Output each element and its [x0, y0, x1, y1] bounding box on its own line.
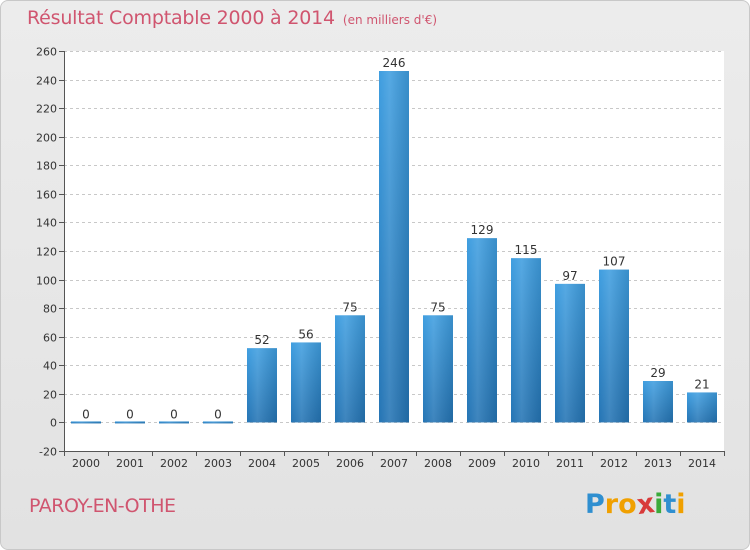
bars: [71, 71, 717, 424]
y-tick-label: 80: [43, 303, 57, 316]
chart-title-text: Résultat Comptable 2000 à 2014: [27, 7, 335, 29]
x-tick-label: 2008: [424, 457, 452, 470]
y-tick-label: 260: [36, 46, 57, 59]
proxiti-logo: Proxiti: [585, 487, 686, 522]
y-tick-label: 20: [43, 389, 57, 402]
bar-shine-2004: [247, 348, 277, 423]
chart-title: Résultat Comptable 2000 à 2014 (en millie…: [27, 7, 437, 29]
bar-shine-2006: [335, 315, 365, 423]
logo-letter: P: [585, 489, 605, 520]
y-tick-label: 200: [36, 132, 57, 145]
bar-shine-2002: [159, 421, 189, 424]
commune-name: PAROY-EN-OTHE: [29, 495, 176, 517]
y-tick-label: 240: [36, 75, 57, 88]
logo-letter: o: [618, 489, 637, 520]
logo-letter: t: [663, 489, 677, 520]
x-tick-label: 2013: [644, 457, 672, 470]
data-label-2005: 56: [298, 327, 313, 341]
data-label-2013: 29: [650, 366, 665, 380]
x-tick-label: 2004: [248, 457, 276, 470]
x-tick-label: 2002: [160, 457, 188, 470]
data-label-2000: 0: [82, 407, 90, 421]
x-tick-label: 2005: [292, 457, 320, 470]
y-tick-label: 100: [36, 275, 57, 288]
chart-subtitle: (en milliers d'€): [342, 13, 438, 27]
x-tick-label: 2007: [380, 457, 408, 470]
data-label-2009: 129: [471, 223, 494, 237]
bar-shine-2014: [687, 392, 717, 423]
bar-shine-2010: [511, 258, 541, 423]
bar-shine-2008: [423, 315, 453, 423]
data-label-2010: 115: [515, 243, 538, 257]
data-label-2004: 52: [254, 333, 269, 347]
y-tick-label: 120: [36, 246, 57, 259]
data-labels: 0 0 0 0 52 56 75 246 75 129 115 97 107 29 21: [82, 56, 709, 421]
bar-shine-2003: [203, 421, 233, 424]
y-tick-label: -20: [39, 446, 57, 459]
x-tick-label: 2006: [336, 457, 364, 470]
y-tick-label: 40: [43, 360, 57, 373]
data-label-2006: 75: [342, 300, 357, 314]
logo-letter: x: [634, 487, 657, 522]
data-label-2003: 0: [214, 407, 222, 421]
y-tick-label: 0: [50, 417, 57, 430]
y-tick-label: 140: [36, 217, 57, 230]
data-label-2012: 107: [603, 255, 626, 269]
y-tick-label: 220: [36, 103, 57, 116]
data-label-2007: 246: [383, 56, 406, 70]
data-label-2002: 0: [170, 407, 178, 421]
y-tick-label: 60: [43, 332, 57, 345]
bar-shine-2009: [467, 238, 497, 423]
bar-shine-2013: [643, 381, 673, 423]
logo-letter: i: [654, 489, 664, 520]
logo-letter: i: [676, 489, 686, 520]
axes: -20 0 20 40 60 80 100 120 140 160 180 200 220 240 260 2…: [36, 46, 725, 470]
x-tick-label: 2011: [556, 457, 584, 470]
x-tick-label: 2003: [204, 457, 232, 470]
data-label-2011: 97: [562, 269, 577, 283]
logo-letter: r: [604, 489, 619, 520]
bar-shine-2007: [379, 71, 409, 423]
bar-shine-2000: [71, 421, 101, 424]
x-tick-label: 2010: [512, 457, 540, 470]
data-label-2008: 75: [430, 300, 445, 314]
x-tick-label: 2009: [468, 457, 496, 470]
x-tick-label: 2014: [688, 457, 716, 470]
data-label-2001: 0: [126, 407, 134, 421]
y-tick-label: 180: [36, 160, 57, 173]
data-label-2014: 21: [694, 377, 709, 391]
bar-shine-2011: [555, 283, 585, 423]
y-tick-label: 160: [36, 189, 57, 202]
bar-shine-2012: [599, 269, 629, 423]
bar-shine-2005: [291, 342, 321, 423]
x-tick-label: 2012: [600, 457, 628, 470]
x-tick-label: 2000: [72, 457, 100, 470]
bar-shine-2001: [115, 421, 145, 424]
x-tick-label: 2001: [116, 457, 144, 470]
